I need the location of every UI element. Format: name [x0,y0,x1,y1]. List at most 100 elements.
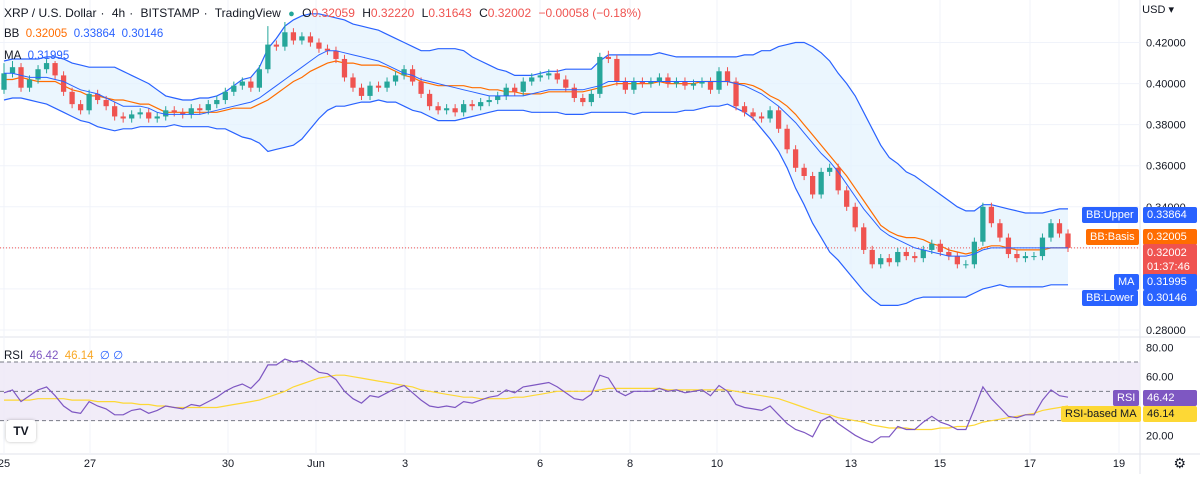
candle-body [750,112,756,117]
candle-body [665,77,671,84]
candle-body [801,167,807,176]
platform: TradingView [214,6,281,20]
candle-body [827,167,833,172]
price-tick-label: 0.36000 [1146,161,1186,173]
low-label: L [421,6,429,20]
candle-body [1039,237,1046,257]
candle-body [810,176,816,195]
candle-body [878,258,884,265]
ma-name: MA [4,50,22,62]
candle-body [835,167,841,191]
candle-body [154,116,160,119]
candle-body [554,73,560,80]
rsi-tag: RSI [1113,390,1140,406]
candle-body [767,110,773,119]
time-tick-label: 13 [845,458,857,470]
candle-body [239,81,245,86]
candle-body [1056,223,1063,234]
open-label: O [302,6,312,20]
candle-body [733,81,739,107]
candle-body [1031,256,1037,258]
candle-body [546,73,552,76]
candle-body [60,75,67,92]
candle-body [94,93,101,101]
candle-body [690,83,697,86]
candle-body [988,206,995,224]
tradingview-logo[interactable]: TV [6,420,36,442]
symbol-header: XRP / U.S. Dollar · 4h · BITSTAMP · Trading… [4,6,642,20]
candle-body [869,249,875,265]
time-tick-label: 3 [402,458,408,470]
candle-body [614,58,620,82]
candle-body [486,100,492,103]
candle-body [452,108,458,113]
time-tick-label: 30 [222,458,234,470]
symbol-name[interactable]: XRP / U.S. Dollar [4,6,97,20]
candle-body [844,190,850,207]
candle-body [256,69,262,88]
gear-icon[interactable]: ⚙ [1173,455,1186,471]
candle-body [1022,256,1029,259]
candle-body [205,104,211,111]
candle-body [43,63,50,70]
candle-body [265,44,271,70]
candle-body [77,104,84,111]
candle-body [937,243,943,252]
candle-body [1005,237,1012,255]
candle-body [103,100,109,107]
close-label: C [479,6,488,20]
candle-body [180,112,186,115]
candle-body [350,77,356,88]
candle-body [912,256,918,259]
candle-body [520,81,526,92]
candle-body [639,81,646,84]
time-tick-label: 17 [1024,458,1036,470]
ma-legend[interactable]: MA 0.31995 [4,50,69,62]
candle-body [299,36,305,41]
currency-label: USD [1142,4,1166,16]
candle-body [495,95,501,101]
bb-basis-value: 0.32005 [25,28,68,40]
bb-legend[interactable]: BB 0.32005 0.33864 0.30146 [4,28,163,40]
candle-body [784,128,790,150]
candle-body [163,110,169,117]
interval[interactable]: 4h [111,6,126,20]
rsi-extra-value: ∅ ∅ [99,350,124,362]
candle-body [622,81,629,90]
candle-body [929,243,935,250]
bb-basis-line [4,60,1068,255]
rsi-legend[interactable]: RSI 46.42 46.14 ∅ ∅ [4,348,123,362]
candle-body [571,87,577,98]
candle-body [401,69,407,76]
candle-body [307,36,314,43]
candle-body [435,106,441,111]
currency-selector[interactable]: USD ▾ [1142,3,1174,16]
candle-body [375,85,382,88]
candle-body [886,258,892,263]
ma-price-label: 0.31995 [1143,274,1197,290]
high-value: 0.32220 [370,6,415,20]
candle-body [512,87,518,92]
candle-body [1065,233,1071,248]
candle-body [358,87,365,96]
candle-body [120,116,126,119]
candle-body [418,81,424,94]
candle-body [997,223,1003,238]
candle-body [137,112,143,115]
candle-body [341,58,348,78]
time-tick-label: 25 [0,458,10,470]
candle-body [597,56,603,94]
candle-body [563,79,569,88]
candle-body [861,227,867,250]
candle-body [171,110,177,113]
candle-body [903,251,909,257]
candle-body [503,87,509,96]
candle-body [384,81,390,88]
candle-body [775,110,782,129]
bb-lower-tag: BB:Lower [1082,290,1138,306]
ma-value: 0.31995 [27,50,70,62]
candle-body [656,77,663,82]
candle-body [367,85,373,96]
